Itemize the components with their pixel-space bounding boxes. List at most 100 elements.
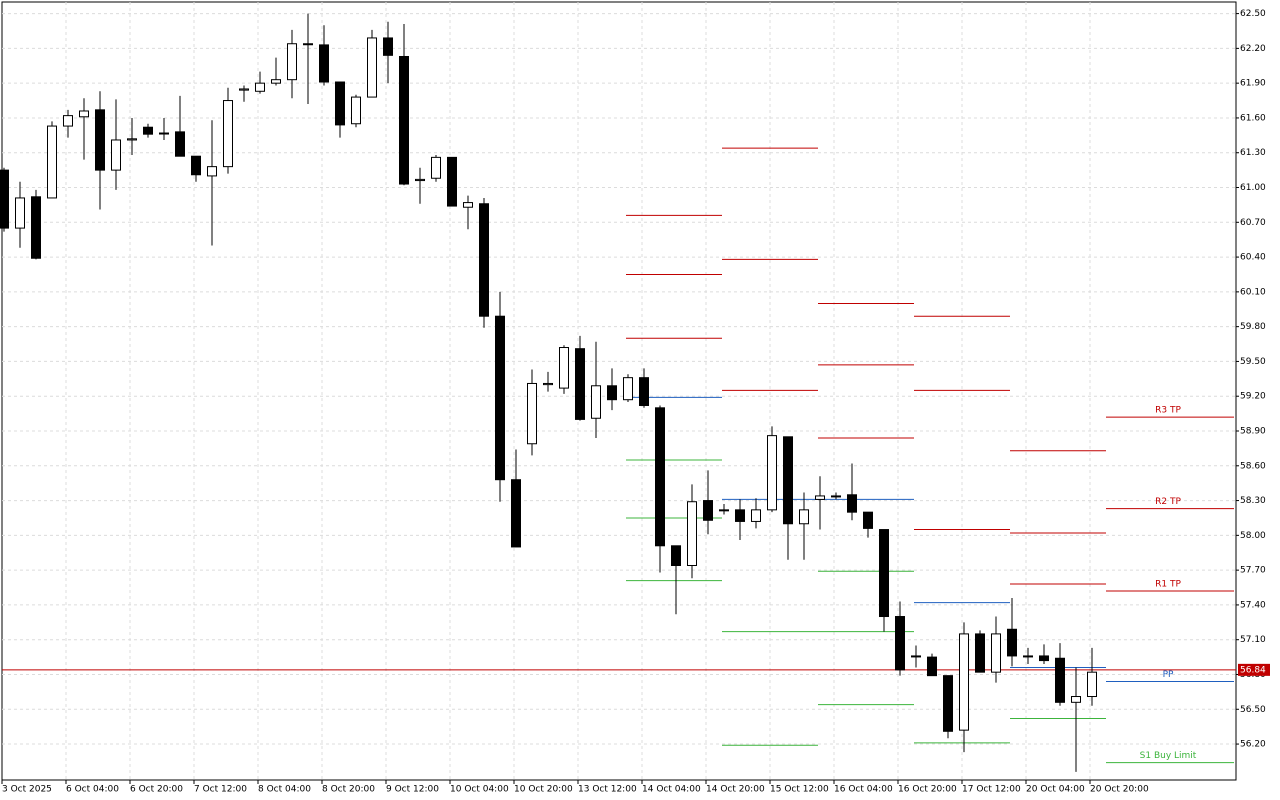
- candle-body: [447, 156, 457, 207]
- y-tick-label: 61.00: [1240, 183, 1266, 193]
- y-tick-label: 56.20: [1240, 740, 1266, 750]
- candle-body: [767, 435, 777, 511]
- candle-body: [719, 509, 729, 512]
- y-tick-label: 58.30: [1240, 496, 1266, 506]
- candle-body: [319, 44, 329, 83]
- x-tick-label: 13 Oct 12:00: [578, 785, 637, 795]
- candle-body: [127, 138, 137, 141]
- candle-body: [479, 203, 489, 317]
- candle-body: [399, 55, 409, 185]
- x-tick-label: 10 Oct 20:00: [514, 785, 573, 795]
- candle-body: [703, 500, 713, 521]
- y-tick-label: 62.50: [1240, 9, 1266, 19]
- candle-body: [415, 178, 425, 182]
- candle-body: [991, 633, 1001, 673]
- y-tick-label: 61.90: [1240, 79, 1266, 89]
- candle-body: [543, 382, 553, 386]
- x-tick-label: 20 Oct 20:00: [1090, 785, 1149, 795]
- candle-body: [159, 132, 169, 135]
- candle-body: [223, 100, 233, 168]
- candle-body: [383, 37, 393, 56]
- pivot-label: S1 Buy Limit: [1140, 751, 1197, 761]
- y-tick-label: 60.70: [1240, 218, 1266, 228]
- x-tick-label: 15 Oct 12:00: [770, 785, 829, 795]
- candle-body: [207, 166, 217, 177]
- candle-body: [495, 315, 505, 481]
- candle-body: [943, 675, 953, 732]
- candle-body: [15, 197, 25, 229]
- y-tick-label: 57.70: [1240, 566, 1266, 576]
- candle-body: [1007, 628, 1017, 657]
- candle-body: [431, 156, 441, 179]
- candle-body: [959, 633, 969, 731]
- x-tick-label: 6 Oct 20:00: [130, 785, 183, 795]
- y-tick-label: 60.40: [1240, 253, 1266, 263]
- candle-body: [655, 407, 665, 547]
- y-tick-label: 61.60: [1240, 113, 1266, 123]
- x-tick-label: 6 Oct 04:00: [66, 785, 119, 795]
- x-tick-label: 14 Oct 04:00: [642, 785, 701, 795]
- candle-body: [847, 494, 857, 513]
- y-tick-label: 62.20: [1240, 44, 1266, 54]
- current-price-label: 56.84: [1240, 665, 1266, 675]
- pivot-label: R2 TP: [1155, 497, 1181, 507]
- x-tick-label: 16 Oct 20:00: [898, 785, 957, 795]
- candle-body: [527, 382, 537, 445]
- x-tick-label: 8 Oct 20:00: [322, 785, 375, 795]
- candle-body: [639, 377, 649, 406]
- pivot-label: R1 TP: [1155, 580, 1181, 590]
- y-tick-label: 58.90: [1240, 427, 1266, 437]
- candle-body: [895, 616, 905, 671]
- candle-body: [815, 495, 825, 500]
- x-tick-label: 20 Oct 04:00: [1026, 785, 1085, 795]
- candle-body: [799, 509, 809, 525]
- candle-body: [143, 126, 153, 135]
- candle-body: [735, 509, 745, 522]
- candle-body: [463, 202, 473, 208]
- candle-body: [879, 529, 889, 618]
- candle-body: [1071, 696, 1081, 703]
- candle-body: [1087, 671, 1097, 698]
- y-tick-label: 57.10: [1240, 635, 1266, 645]
- x-tick-label: 7 Oct 12:00: [194, 785, 247, 795]
- candle-body: [751, 509, 761, 522]
- y-tick-label: 58.00: [1240, 531, 1266, 541]
- y-tick-label: 59.20: [1240, 392, 1266, 402]
- x-tick-label: 9 Oct 12:00: [386, 785, 439, 795]
- candle-body: [287, 43, 297, 81]
- candle-body: [95, 109, 105, 171]
- plot-frame: [1, 1, 1237, 781]
- candle-body: [47, 125, 57, 199]
- candle-body: [927, 656, 937, 677]
- y-tick-label: 58.60: [1240, 461, 1266, 471]
- candle-body: [783, 436, 793, 525]
- x-tick-label: 16 Oct 04:00: [834, 785, 893, 795]
- candle-body: [111, 139, 121, 171]
- candle-body: [591, 385, 601, 419]
- candle-body: [1055, 657, 1065, 703]
- candle-body: [831, 495, 841, 498]
- candle-body: [303, 43, 313, 46]
- candle-body: [511, 479, 521, 548]
- candle-body: [687, 501, 697, 566]
- pivot-label: R3 TP: [1155, 406, 1181, 416]
- candle-body: [63, 115, 73, 127]
- candle-body: [623, 377, 633, 401]
- y-tick-label: 57.40: [1240, 600, 1266, 610]
- candle-body: [607, 385, 617, 401]
- candle-body: [671, 545, 681, 566]
- candle-body: [367, 37, 377, 98]
- y-tick-label: 56.50: [1240, 705, 1266, 715]
- x-tick-label: 8 Oct 04:00: [258, 785, 311, 795]
- current-price-tag: [1238, 663, 1270, 676]
- candle-body: [1039, 655, 1049, 662]
- candle-body: [575, 348, 585, 420]
- pivot-label: PP: [1163, 670, 1174, 680]
- y-tick-label: 60.10: [1240, 287, 1266, 297]
- candle-body: [911, 655, 921, 658]
- y-tick-label: 61.30: [1240, 148, 1266, 158]
- x-tick-label: 3 Oct 2025: [2, 785, 52, 795]
- candle-body: [559, 347, 569, 389]
- candle-body: [271, 79, 281, 84]
